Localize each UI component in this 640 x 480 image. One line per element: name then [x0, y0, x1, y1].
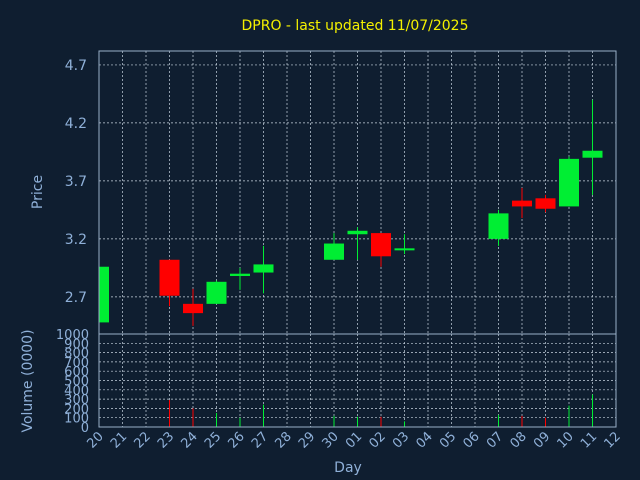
price-tick-label: 3.7	[65, 174, 87, 190]
price-tick-label: 3.2	[65, 232, 87, 248]
x-tick-label: 27	[249, 429, 271, 451]
candle-body	[488, 213, 509, 239]
candle-body	[206, 281, 227, 304]
x-tick-label: 01	[343, 429, 365, 451]
chart-title: DPRO - last updated 11/07/2025	[242, 18, 469, 34]
x-tick-label: 11	[578, 429, 600, 451]
volume-tick-label: 0	[81, 421, 89, 436]
candle-body	[371, 233, 391, 257]
volume-axis-label: Volume (0000)	[20, 329, 36, 432]
candle-body	[253, 264, 274, 273]
x-tick-label: 12	[602, 429, 624, 451]
x-tick-label: 02	[367, 429, 389, 451]
x-tick-label: 22	[132, 429, 154, 451]
candle-body	[183, 303, 203, 314]
x-tick-label: 06	[461, 429, 483, 451]
volume-tick-label: 900	[64, 337, 89, 352]
x-tick-label: 08	[508, 429, 530, 451]
price-panel: 2.7 3.2 3.7 4.2 4.7	[65, 50, 617, 335]
candle-body	[324, 243, 344, 260]
candle-body	[159, 259, 180, 296]
volume-tick-label: 700	[64, 356, 89, 371]
x-tick-label: 24	[179, 429, 201, 451]
x-tick-label: 07	[484, 429, 506, 451]
price-tick-label: 4.7	[65, 58, 87, 74]
volume-frame	[98, 333, 617, 428]
x-tick-label: 10	[555, 429, 577, 451]
volume-tick-label: 300	[64, 393, 89, 408]
x-tick-label: 30	[320, 429, 342, 451]
x-tick-label: 05	[437, 429, 459, 451]
volume-tick-label: 400	[64, 384, 89, 399]
candle-body	[512, 200, 532, 207]
volume-tick-label: 500	[64, 375, 89, 390]
volume-tick-label: 800	[64, 347, 89, 362]
x-tick-label: 04	[414, 429, 436, 451]
candle-body	[559, 158, 579, 207]
volume-tick-label: 100	[64, 412, 89, 427]
candle-body	[99, 266, 109, 323]
x-axis-ticks: 20 21 22 23 24 25 26 27 28 29 30 01 02 03 04 05 06 07 08 09…	[85, 429, 624, 451]
candle-body	[347, 230, 368, 235]
price-tick-label: 4.2	[65, 116, 87, 132]
x-tick-label: 28	[273, 429, 295, 451]
volume-tick-label: 1000	[56, 328, 89, 343]
x-tick-label: 29	[296, 429, 318, 451]
x-tick-label: 26	[226, 429, 248, 451]
x-tick-label: 21	[108, 429, 130, 451]
x-tick-label: 25	[202, 429, 224, 451]
candle-body	[394, 248, 415, 251]
x-tick-label: 23	[155, 429, 177, 451]
price-axis-label: Price	[30, 175, 46, 209]
x-tick-label: 09	[531, 429, 553, 451]
volume-tick-label: 200	[64, 402, 89, 417]
x-axis-label: Day	[334, 460, 362, 476]
volume-tick-label: 600	[64, 365, 89, 380]
candle-body	[230, 273, 250, 277]
candle-body	[535, 198, 556, 209]
price-tick-label: 2.7	[65, 290, 87, 306]
candle-body	[582, 150, 603, 158]
x-tick-label: 03	[390, 429, 412, 451]
